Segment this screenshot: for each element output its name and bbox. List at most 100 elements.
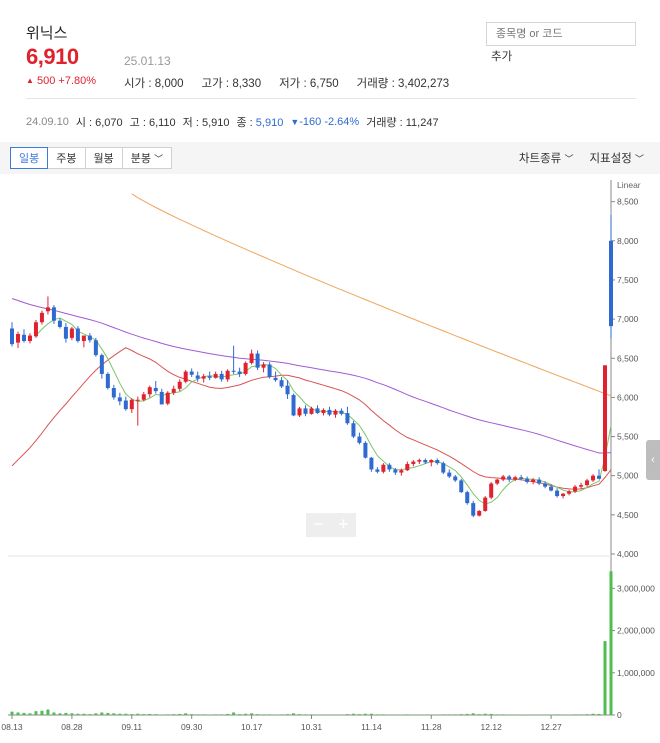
add-button[interactable]: 추가 <box>491 48 512 64</box>
candle-body <box>201 376 206 379</box>
candle-body <box>147 387 152 395</box>
volume-bar <box>82 713 86 715</box>
candle-body <box>363 442 368 458</box>
volume-tick-label: 3,000,000 <box>617 583 655 593</box>
candle-body <box>183 371 188 382</box>
zoom-in-button[interactable]: + <box>338 514 349 534</box>
volume-bar <box>226 713 230 715</box>
stock-search-input[interactable] <box>486 22 636 46</box>
candle-body <box>243 362 248 374</box>
tab-daily[interactable]: 일봉 <box>10 147 49 169</box>
y-tick-label: 8,500 <box>617 197 639 207</box>
tab-weekly[interactable]: 주봉 <box>47 147 86 169</box>
side-panel-toggle[interactable]: ‹ <box>646 440 660 480</box>
candle-body <box>513 477 518 480</box>
ma60-line <box>11 298 612 454</box>
info-volume: 거래량 : 11,247 <box>366 117 439 129</box>
volume-bar <box>142 714 146 715</box>
candle-body <box>459 480 464 493</box>
volume-bar <box>292 713 296 715</box>
info-low: 저 : 5,910 <box>182 117 230 129</box>
tab-monthly[interactable]: 월봉 <box>84 147 123 169</box>
x-tick-label: 10.31 <box>301 722 323 732</box>
candle-body <box>327 409 332 415</box>
candle-body <box>471 503 476 516</box>
x-tick-label: 10.17 <box>241 722 263 732</box>
candle-body <box>495 479 500 484</box>
x-tick-label: 09.30 <box>181 722 203 732</box>
volume-bar <box>172 714 176 715</box>
volume-bar <box>345 714 349 715</box>
volume-bar <box>591 713 595 715</box>
volume-bar <box>465 713 469 715</box>
volume-bar <box>411 714 415 716</box>
chevron-left-icon: ‹ <box>651 454 655 466</box>
ohlc-summary: 시가 : 8,000 고가 : 8,330 저가 : 6,750 거래량 : 3… <box>124 75 449 91</box>
candle-body <box>291 395 296 416</box>
candle-body <box>195 375 200 379</box>
candle-body <box>75 328 80 342</box>
chart-type-menu[interactable]: 차트종류 ﹀ <box>518 153 574 165</box>
volume-bar <box>178 713 182 715</box>
volume-bar <box>148 713 152 715</box>
zoom-out-button[interactable]: − <box>313 514 324 534</box>
candle-body <box>117 397 122 402</box>
x-tick-label: 08.13 <box>1 722 23 732</box>
candle-body <box>297 408 302 416</box>
volume-bar <box>531 714 535 716</box>
volume-bar <box>363 713 367 715</box>
candle-body <box>339 410 344 414</box>
volume-bar <box>453 714 457 715</box>
y-tick-label: 4,000 <box>617 549 639 559</box>
candle-body <box>549 486 554 491</box>
volume-bar <box>244 713 248 715</box>
volume-bar <box>435 714 439 716</box>
candlestick-chart[interactable]: Linear 8,500 8,000 7,500 7,000 6,500 6,000 5,50… <box>0 174 660 743</box>
volume-bar <box>579 714 583 715</box>
volume-bar <box>537 714 541 716</box>
volume-bar <box>315 714 319 716</box>
volume-bar <box>58 713 62 715</box>
volume-bar <box>298 714 302 715</box>
candle-body <box>159 391 164 405</box>
volume-bar <box>106 712 110 715</box>
candle-body <box>189 371 194 375</box>
candle-body <box>267 364 272 378</box>
volume-bar <box>489 713 493 715</box>
candle-body <box>153 388 158 392</box>
volume-bar <box>471 713 475 715</box>
volume-bar <box>232 712 236 715</box>
candle-body <box>585 480 590 486</box>
volume-bar <box>112 713 116 715</box>
volume-bar <box>561 714 565 716</box>
candle-body <box>447 472 452 477</box>
volume-bar <box>160 714 164 716</box>
candle-body <box>213 373 218 378</box>
candle-body <box>255 353 260 368</box>
info-date: 24.09.10 <box>26 116 69 128</box>
volume-bar <box>477 714 481 715</box>
info-high: 고 : 6,110 <box>129 117 176 129</box>
candle-body <box>45 307 50 312</box>
candle-body <box>453 476 458 481</box>
volume-bar <box>220 714 224 715</box>
candle-body <box>225 370 230 380</box>
stock-name: 위닉스 <box>26 25 68 42</box>
volume-bar <box>429 714 433 716</box>
x-tick-label: 11.14 <box>361 722 382 732</box>
chart-area[interactable]: Linear 8,500 8,000 7,500 7,000 6,500 6,000 5,50… <box>0 174 660 743</box>
volume-tick-label: 2,000,000 <box>617 626 655 636</box>
candle-body <box>591 475 596 481</box>
volume-tick-label: 0 <box>617 710 622 720</box>
volume-bar <box>286 714 290 715</box>
volume-bar <box>483 713 487 715</box>
candle-body <box>63 326 68 339</box>
candle-body <box>465 492 470 504</box>
volume-bar <box>52 712 56 715</box>
indicator-settings-menu[interactable]: 지표설정 ﹀ <box>589 153 644 165</box>
candle-body <box>435 460 440 464</box>
tab-minute[interactable]: 분봉 ﹀ <box>121 147 173 169</box>
high-summary: 고가 : 8,330 <box>201 78 262 90</box>
ma20-line <box>11 347 612 490</box>
volume-bar <box>166 714 170 715</box>
